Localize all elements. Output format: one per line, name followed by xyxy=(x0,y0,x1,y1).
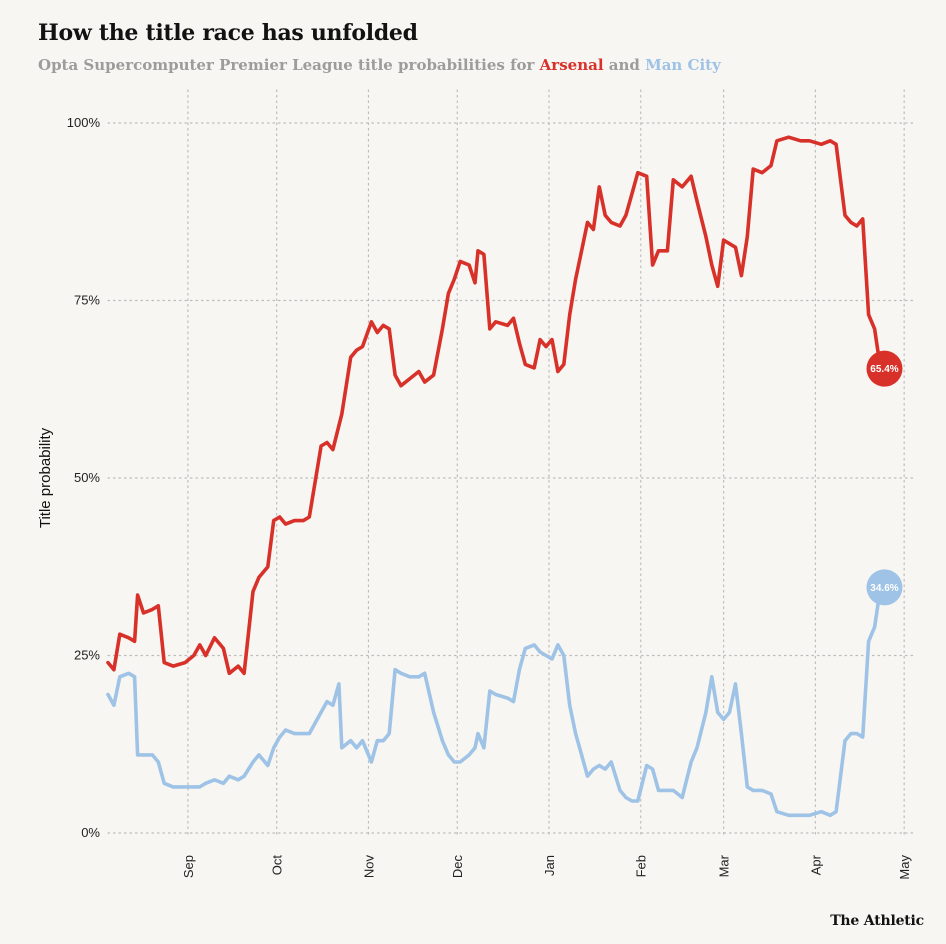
mancity-end-label: 34.6% xyxy=(870,583,898,594)
y-tick-label: 0% xyxy=(81,825,100,840)
x-tick-label: Mar xyxy=(717,854,732,877)
publisher-logo: The Athletic xyxy=(830,913,924,929)
x-tick-label: Dec xyxy=(450,855,465,879)
x-tick-label: Sep xyxy=(181,855,196,878)
x-tick-label: Jan xyxy=(542,855,557,876)
subtitle-arsenal: Arsenal xyxy=(539,56,604,74)
chart-title: How the title race has unfolded xyxy=(38,20,418,46)
y-tick-label: 25% xyxy=(74,648,100,663)
x-tick-label: May xyxy=(897,855,912,880)
arsenal-series-line xyxy=(106,135,883,676)
subtitle-joiner: and xyxy=(603,56,646,74)
x-tick-label: Feb xyxy=(634,855,649,877)
y-tick-label: 100% xyxy=(67,115,101,130)
y-axis-label: Title probability xyxy=(37,427,54,528)
y-tick-label: 75% xyxy=(74,293,100,308)
chart-subtitle: Opta Supercomputer Premier League title … xyxy=(38,56,721,74)
arsenal-end-label: 65.4% xyxy=(870,364,898,375)
arsenal-end-marker xyxy=(866,350,903,387)
subtitle-prefix: Opta Supercomputer Premier League title … xyxy=(38,56,540,74)
subtitle-mancity: Man City xyxy=(645,56,721,74)
y-tick-label: 50% xyxy=(74,470,100,485)
x-tick-label: Apr xyxy=(808,854,823,875)
mancity-series-line xyxy=(106,585,883,818)
mancity-end-marker xyxy=(866,569,903,606)
x-tick-label: Nov xyxy=(361,855,376,879)
x-tick-label: Oct xyxy=(270,855,285,876)
